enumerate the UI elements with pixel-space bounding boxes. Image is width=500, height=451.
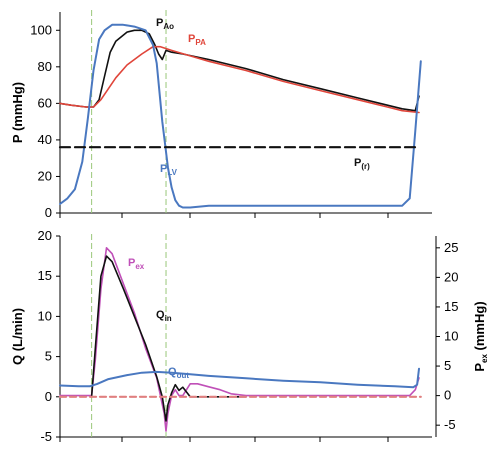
series-label-ex: Pex	[128, 257, 145, 271]
y-axis-label: Q (L/min)	[10, 308, 25, 365]
series-line-ex	[59, 247, 420, 432]
series-label-sub: (r)	[361, 162, 370, 171]
series-label-Ao: PAo	[156, 17, 174, 31]
series-label-main: P	[156, 17, 163, 29]
series-label-PA: PPA	[188, 33, 206, 47]
y2-tick-label: 5	[444, 358, 451, 373]
series-label-main: P	[354, 157, 361, 169]
y-tick-label: 80	[38, 59, 52, 74]
y2-tick-label: 0	[444, 388, 451, 403]
series-label-sub: PA	[195, 38, 206, 47]
y-tick-label: 40	[38, 132, 52, 147]
series-label-sub: in	[165, 314, 172, 323]
y-tick-label: -5	[40, 429, 52, 444]
series-label-main: Q	[168, 366, 177, 378]
series-line-Ao	[59, 29, 420, 112]
series-label-in: Qin	[156, 309, 172, 323]
y2-tick-label: 15	[444, 299, 458, 314]
y2-tick-label: 25	[444, 240, 458, 255]
y-tick-label: 0	[45, 205, 52, 220]
series-label-sub: ex	[135, 262, 144, 271]
y2-tick-label: -5	[444, 417, 456, 432]
series-label-out: Qout	[168, 366, 189, 380]
y-tick-label: 100	[30, 22, 52, 37]
y-tick-label: 10	[38, 308, 52, 323]
series-label-sub: Ao	[163, 22, 174, 31]
y-tick-label: 5	[45, 349, 52, 364]
series-label-LV: PLV	[160, 163, 178, 177]
series-label-main: Q	[156, 309, 165, 321]
y-axis-label: P (mmHg)	[10, 82, 25, 143]
y-tick-label: 20	[38, 228, 52, 243]
series-label-sub: out	[177, 371, 190, 380]
series-label-main: P	[128, 257, 135, 269]
y-tick-label: 15	[38, 268, 52, 283]
series-label-main: P	[188, 33, 195, 45]
y2-tick-label: 10	[444, 329, 458, 344]
flow-panel: -5 0 5 10 15 20 Q (L/min) -5 0 5 10 15 20 25 Pex (mmHg…	[10, 228, 489, 444]
series-label-sub: LV	[167, 168, 177, 177]
series-label-(r): P(r)	[354, 157, 370, 171]
series-line-PA	[59, 45, 420, 114]
series-line-out	[59, 367, 420, 389]
series-line-LV	[59, 23, 422, 209]
y2-tick-label: 20	[444, 269, 458, 284]
y2-axis-label: Pex (mmHg)	[472, 301, 489, 371]
y-tick-label: 60	[38, 95, 52, 110]
y-tick-label: 20	[38, 168, 52, 183]
series-label-main: P	[160, 163, 167, 175]
y-tick-label: 0	[45, 389, 52, 404]
series-line-in	[90, 255, 247, 422]
